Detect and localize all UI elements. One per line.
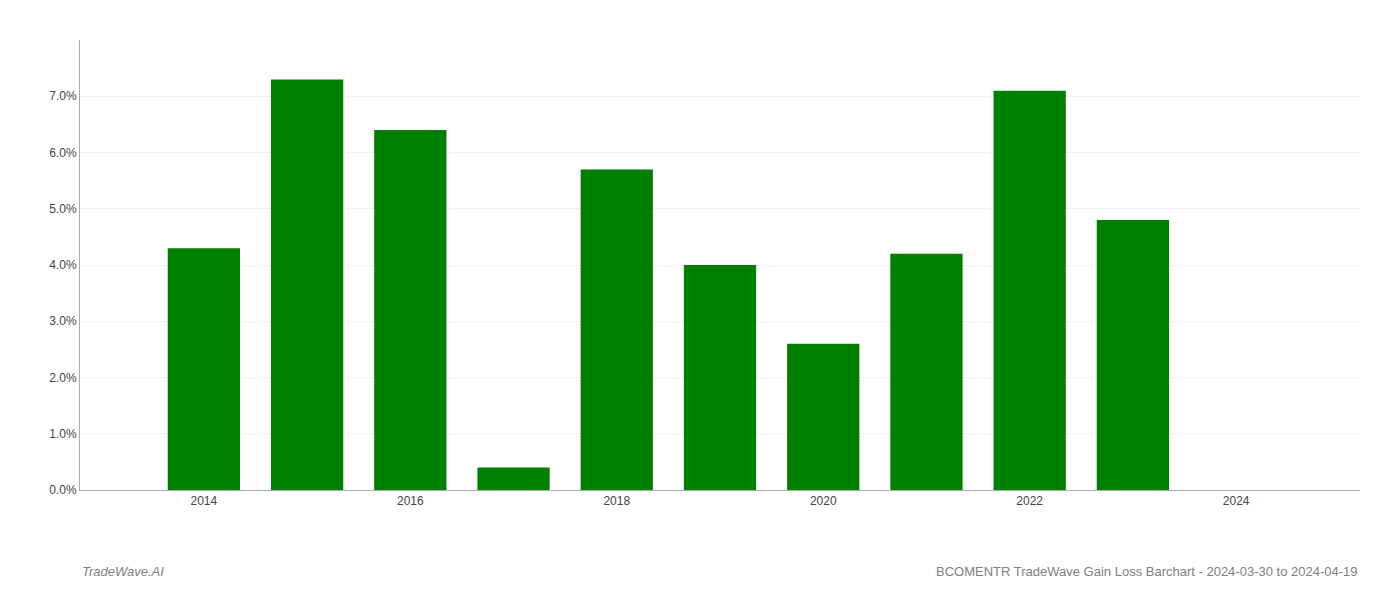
svg-text:0.0%: 0.0%: [49, 483, 77, 497]
svg-text:1.0%: 1.0%: [49, 427, 77, 441]
svg-text:2016: 2016: [397, 494, 424, 508]
svg-text:2018: 2018: [603, 494, 630, 508]
svg-text:6.0%: 6.0%: [49, 146, 77, 160]
svg-text:BCOMENTR TradeWave Gain Loss B: BCOMENTR TradeWave Gain Loss Barchart - …: [936, 564, 1358, 579]
svg-text:TradeWave.AI: TradeWave.AI: [82, 564, 164, 579]
svg-text:2020: 2020: [810, 494, 837, 508]
svg-text:4.0%: 4.0%: [49, 258, 77, 272]
svg-text:7.0%: 7.0%: [49, 89, 77, 103]
svg-text:2022: 2022: [1016, 494, 1043, 508]
svg-text:5.0%: 5.0%: [49, 202, 77, 216]
svg-text:2.0%: 2.0%: [49, 371, 77, 385]
svg-text:2014: 2014: [191, 494, 218, 508]
svg-text:2024: 2024: [1223, 494, 1250, 508]
svg-text:3.0%: 3.0%: [49, 314, 77, 328]
